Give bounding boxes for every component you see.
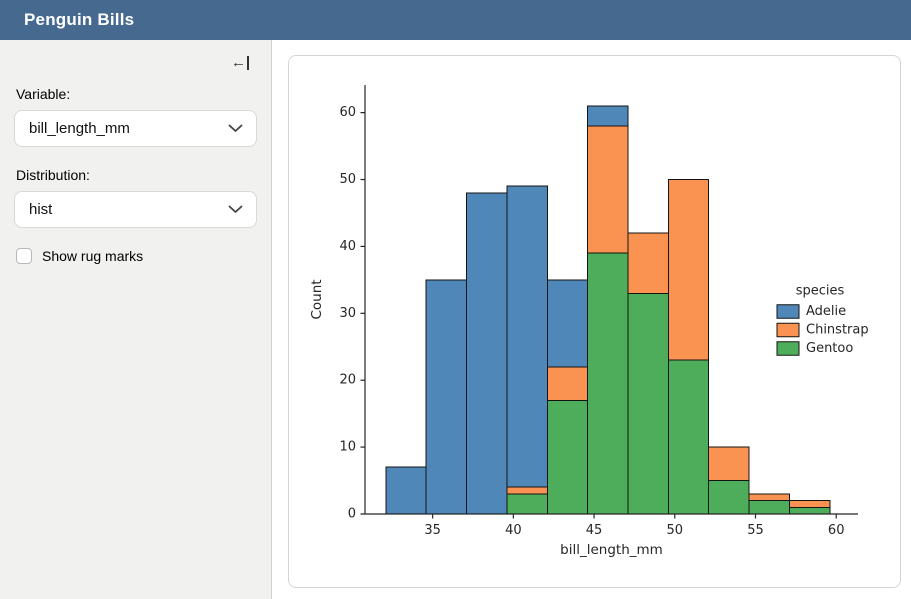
y-tick-label: 0 <box>348 507 356 522</box>
legend-swatch-gentoo <box>776 341 800 356</box>
bar-segment-gentoo <box>506 493 548 515</box>
rug-checkbox-row: Show rug marks <box>16 248 257 264</box>
bar-segment-gentoo <box>546 399 589 515</box>
rug-checkbox-label: Show rug marks <box>42 248 144 264</box>
collapse-left-arrow-icon: ← <box>231 54 246 71</box>
sidebar: ← Variable: bill_length_mm Distribution:… <box>0 40 272 599</box>
x-tick-label: 50 <box>667 523 684 538</box>
x-tick-label: 45 <box>586 523 603 538</box>
x-axis-title: bill_length_mm <box>560 542 663 558</box>
bar-segment-gentoo <box>627 292 669 515</box>
bar-segment-adelie <box>587 105 629 127</box>
variable-select[interactable]: bill_length_mm <box>14 110 257 147</box>
legend-label-gentoo: Gentoo <box>806 341 853 356</box>
bar-segment-adelie <box>425 279 468 515</box>
x-axis: 35 40 45 50 55 60 <box>424 514 844 538</box>
bar-segment-adelie <box>466 192 508 515</box>
chevron-down-icon <box>228 205 243 213</box>
variable-select-value: bill_length_mm <box>29 120 130 137</box>
y-axis: 0 10 20 30 40 50 60 <box>339 105 365 522</box>
bar-segment-chinstrap <box>627 232 669 294</box>
bar-segment-chinstrap <box>587 125 629 254</box>
x-tick-label: 60 <box>828 523 845 538</box>
plot-card: 0 10 20 30 40 50 60 35 40 45 50 55 60 Count bill_lengt… <box>288 55 901 588</box>
chevron-down-icon <box>228 124 243 132</box>
legend-label-chinstrap: Chinstrap <box>806 323 869 338</box>
content-area: 0 10 20 30 40 50 60 35 40 45 50 55 60 Count bill_lengt… <box>272 40 911 599</box>
bar-segment-gentoo <box>667 359 710 515</box>
variable-label: Variable: <box>16 86 71 102</box>
legend-swatch-chinstrap <box>776 322 800 338</box>
legend-title: species <box>796 284 845 299</box>
bar-segment-chinstrap <box>667 179 710 361</box>
x-tick-label: 55 <box>747 523 764 538</box>
bar-segment-chinstrap <box>506 486 548 495</box>
distribution-select-value: hist <box>29 201 53 218</box>
y-tick-label: 50 <box>339 172 356 187</box>
sidebar-collapse-button[interactable]: ← <box>229 54 251 72</box>
y-tick-label: 60 <box>339 105 356 120</box>
bar-segment-adelie <box>546 279 589 368</box>
y-tick-label: 40 <box>339 239 356 254</box>
collapse-bar-icon <box>247 56 249 70</box>
bar-segment-chinstrap <box>546 366 589 401</box>
y-axis-title: Count <box>309 279 325 319</box>
histogram-plot: 0 10 20 30 40 50 60 35 40 45 50 55 60 Count bill_lengt… <box>309 85 869 558</box>
app-title: Penguin Bills <box>24 10 135 29</box>
y-tick-label: 20 <box>339 373 356 388</box>
distribution-label: Distribution: <box>16 167 90 183</box>
legend-label-adelie: Adelie <box>806 304 846 319</box>
distribution-select[interactable]: hist <box>14 191 257 228</box>
bar-segment-gentoo <box>788 506 831 515</box>
y-tick-label: 30 <box>339 306 356 321</box>
x-tick-label: 40 <box>505 523 522 538</box>
bar-segment-adelie <box>385 466 427 515</box>
bar-segment-gentoo <box>748 500 790 515</box>
main-layout: ← Variable: bill_length_mm Distribution:… <box>0 40 911 599</box>
legend-swatch-adelie <box>776 304 800 319</box>
bar-segment-adelie <box>506 185 548 488</box>
bar-segment-chinstrap <box>748 493 790 502</box>
rug-checkbox[interactable] <box>16 248 32 264</box>
x-tick-label: 35 <box>424 523 441 538</box>
bar-segment-gentoo <box>587 252 629 515</box>
y-tick-label: 10 <box>339 440 356 455</box>
axes-spines <box>364 85 858 515</box>
legend: species Adelie Chinstrap Gentoo <box>776 284 869 356</box>
histogram-bars <box>385 105 831 515</box>
bar-segment-chinstrap <box>788 500 831 508</box>
app-header: Penguin Bills <box>0 0 911 40</box>
bar-segment-gentoo <box>708 480 750 515</box>
bar-segment-chinstrap <box>708 446 750 482</box>
